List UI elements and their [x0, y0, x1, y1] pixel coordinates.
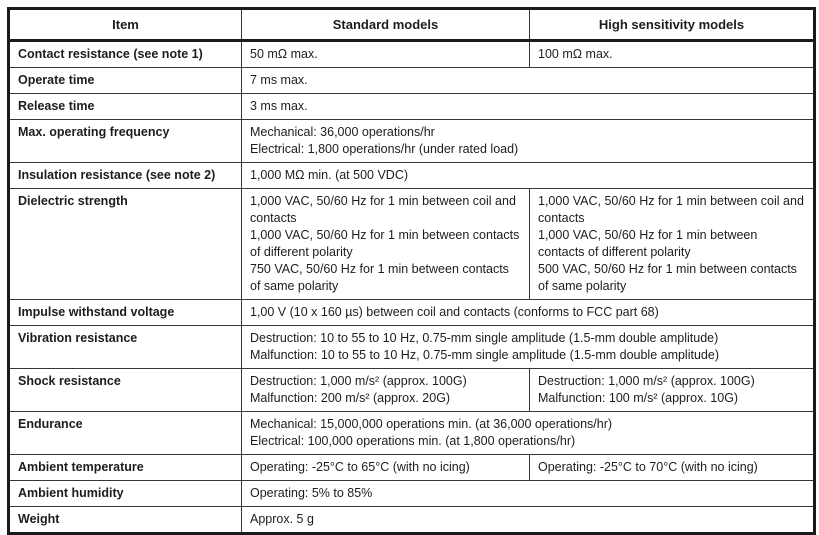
row-item-label: Dielectric strength [8, 188, 242, 300]
row-item-label: Ambient humidity [8, 480, 242, 507]
cell-merged-value: 7 ms max. [241, 67, 815, 94]
row-item-label: Contact resistance (see note 1) [8, 40, 242, 68]
row-item-label: Ambient temperature [8, 454, 242, 481]
table-row: Insulation resistance (see note 2) 1,000… [8, 162, 815, 189]
cell-standard-value: 1,000 VAC, 50/60 Hz for 1 min between co… [241, 188, 530, 300]
cell-high-value: Destruction: 1,000 m/s² (approx. 100G) M… [529, 368, 815, 412]
table-row: Vibration resistance Destruction: 10 to … [8, 325, 815, 369]
cell-merged-value: Mechanical: 36,000 operations/hr Electri… [241, 119, 815, 163]
cell-merged-value: 3 ms max. [241, 93, 815, 120]
table-row: Operate time 7 ms max. [8, 67, 815, 94]
specifications-table: Item Standard models High sensitivity mo… [7, 7, 816, 535]
row-item-label: Vibration resistance [8, 325, 242, 369]
cell-merged-value: Mechanical: 15,000,000 operations min. (… [241, 411, 815, 455]
row-item-label: Shock resistance [8, 368, 242, 412]
cell-standard-value: 50 mΩ max. [241, 40, 530, 68]
cell-merged-value: Destruction: 10 to 55 to 10 Hz, 0.75-mm … [241, 325, 815, 369]
cell-high-value: Operating: -25°C to 70°C (with no icing) [529, 454, 815, 481]
cell-high-value: 100 mΩ max. [529, 40, 815, 68]
row-item-label: Insulation resistance (see note 2) [8, 162, 242, 189]
row-item-label: Operate time [8, 67, 242, 94]
table-row: Endurance Mechanical: 15,000,000 operati… [8, 411, 815, 455]
cell-merged-value: Operating: 5% to 85% [241, 480, 815, 507]
table-row: Weight Approx. 5 g [8, 506, 815, 534]
table-row: Ambient humidity Operating: 5% to 85% [8, 480, 815, 507]
table-row: Contact resistance (see note 1) 50 mΩ ma… [8, 40, 815, 68]
table-row: Dielectric strength 1,000 VAC, 50/60 Hz … [8, 188, 815, 300]
table-row: Release time 3 ms max. [8, 93, 815, 120]
row-item-label: Max. operating frequency [8, 119, 242, 163]
header-high-sensitivity-models: High sensitivity models [529, 8, 815, 42]
cell-high-value: 1,000 VAC, 50/60 Hz for 1 min between co… [529, 188, 815, 300]
cell-standard-value: Operating: -25°C to 65°C (with no icing) [241, 454, 530, 481]
row-item-label: Release time [8, 93, 242, 120]
table-header-row: Item Standard models High sensitivity mo… [8, 8, 815, 42]
row-item-label: Weight [8, 506, 242, 534]
table-row: Shock resistance Destruction: 1,000 m/s²… [8, 368, 815, 412]
cell-merged-value: 1,000 MΩ min. (at 500 VDC) [241, 162, 815, 189]
table-row: Impulse withstand voltage 1,00 V (10 x 1… [8, 299, 815, 326]
table-row: Ambient temperature Operating: -25°C to … [8, 454, 815, 481]
cell-merged-value: Approx. 5 g [241, 506, 815, 534]
row-item-label: Impulse withstand voltage [8, 299, 242, 326]
cell-merged-value: 1,00 V (10 x 160 µs) between coil and co… [241, 299, 815, 326]
row-item-label: Endurance [8, 411, 242, 455]
header-standard-models: Standard models [241, 8, 530, 42]
table-row: Max. operating frequency Mechanical: 36,… [8, 119, 815, 163]
header-item: Item [8, 8, 242, 42]
spec-sheet-page: Item Standard models High sensitivity mo… [7, 7, 816, 535]
cell-standard-value: Destruction: 1,000 m/s² (approx. 100G) M… [241, 368, 530, 412]
